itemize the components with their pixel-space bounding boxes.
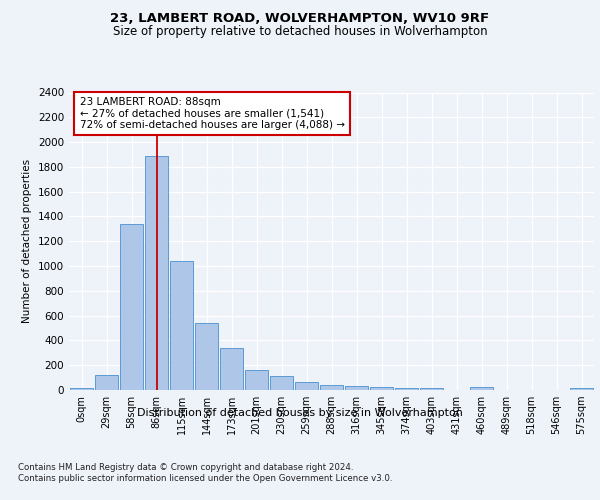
Bar [145,156,169,390]
Bar [470,387,493,390]
Text: Size of property relative to detached houses in Wolverhampton: Size of property relative to detached ho… [113,25,487,38]
Bar [320,385,343,390]
Text: Distribution of detached houses by size in Wolverhampton: Distribution of detached houses by size … [137,408,463,418]
Bar [419,388,443,390]
Text: 23 LAMBERT ROAD: 88sqm
← 27% of detached houses are smaller (1,541)
72% of semi-: 23 LAMBERT ROAD: 88sqm ← 27% of detached… [79,97,344,130]
Y-axis label: Number of detached properties: Number of detached properties [22,159,32,324]
Bar [344,386,368,390]
Text: Contains public sector information licensed under the Open Government Licence v3: Contains public sector information licen… [18,474,392,483]
Bar [569,388,593,390]
Bar [220,348,244,390]
Bar [70,388,94,390]
Bar [295,382,319,390]
Bar [194,323,218,390]
Bar [170,261,193,390]
Bar [95,374,118,390]
Bar [119,224,143,390]
Bar [269,376,293,390]
Text: 23, LAMBERT ROAD, WOLVERHAMPTON, WV10 9RF: 23, LAMBERT ROAD, WOLVERHAMPTON, WV10 9R… [110,12,490,26]
Bar [370,387,394,390]
Text: Contains HM Land Registry data © Crown copyright and database right 2024.: Contains HM Land Registry data © Crown c… [18,462,353,471]
Bar [395,388,418,390]
Bar [245,370,268,390]
